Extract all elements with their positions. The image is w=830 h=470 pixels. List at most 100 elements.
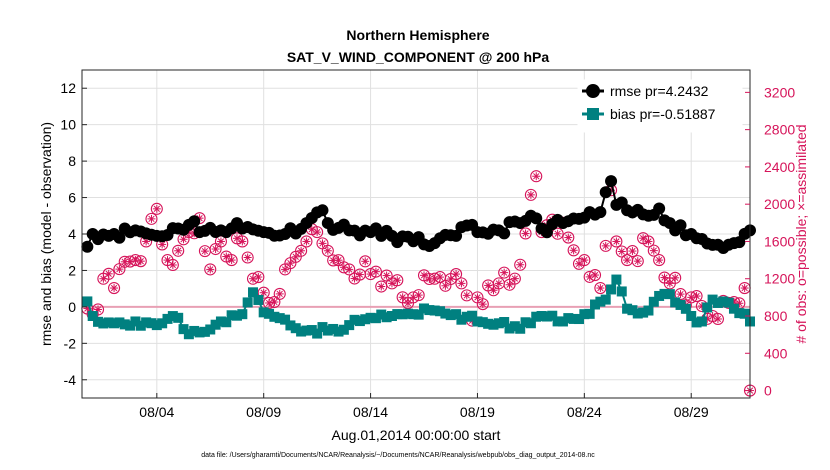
obs-asterisk-stroke: [533, 173, 540, 180]
bias-point: [691, 317, 702, 328]
obs-assimilated-marker: [521, 229, 530, 238]
obs-assimilated-marker: [532, 172, 541, 181]
obs-assimilated-marker: [671, 273, 680, 282]
obs-possible-marker: [690, 290, 703, 303]
obs-asterisk-stroke: [650, 247, 657, 254]
bias-point: [253, 294, 264, 305]
bias-point: [707, 294, 718, 305]
obs-possible-marker: [599, 239, 612, 252]
obs-assimilated-marker: [564, 233, 573, 242]
bias-point: [237, 309, 248, 320]
obs-assimilated-marker: [692, 292, 701, 301]
bias-point: [429, 305, 440, 316]
obs-assimilated-marker: [478, 300, 487, 309]
bias-point: [248, 287, 259, 298]
obs-possible-marker: [450, 268, 463, 281]
bias-point: [141, 317, 152, 328]
obs-possible-marker: [530, 170, 543, 183]
bias-point: [456, 314, 467, 325]
obs-assimilated-marker: [441, 281, 450, 290]
y-right-tick-label: 2000: [764, 196, 795, 212]
obs-asterisk-stroke: [137, 258, 144, 265]
obs-assimilated-marker: [302, 237, 311, 246]
obs-asterisk-stroke: [378, 283, 385, 290]
obs-possible-marker: [311, 226, 324, 239]
chart-subtitle: SAT_V_WIND_COMPONENT @ 200 hPa: [287, 49, 550, 65]
bias-point: [296, 326, 307, 337]
obs-assimilated-marker: [168, 260, 177, 269]
obs-asterisk-stroke: [645, 238, 652, 245]
bias-point: [280, 314, 291, 325]
bias-point: [205, 324, 216, 335]
obs-asterisk-stroke: [527, 191, 535, 199]
bias-point: [739, 308, 750, 319]
bias-point: [440, 308, 451, 319]
bias-point: [269, 311, 280, 322]
obs-assimilated-marker: [254, 273, 263, 282]
obs-asterisk-stroke: [415, 291, 422, 299]
bias-point: [392, 309, 403, 320]
obs-asterisk-stroke: [618, 248, 625, 255]
obs-assimilated-marker: [553, 229, 562, 238]
obs-asterisk-stroke: [394, 277, 401, 284]
obs-assimilated-marker: [713, 314, 722, 323]
obs-asterisk-stroke: [201, 247, 209, 255]
obs-possible-marker: [300, 235, 313, 248]
obs-asterisk-stroke: [629, 247, 636, 255]
bias-point: [616, 286, 627, 297]
obs-possible-marker: [359, 255, 372, 268]
bias-point: [183, 329, 194, 340]
bias-point: [563, 313, 574, 324]
bias-point: [354, 316, 365, 327]
bias-point: [338, 324, 349, 335]
bias-point: [557, 316, 568, 327]
obs-asterisk-stroke: [217, 238, 225, 245]
y-right-axis-ticks: 0 400 800 1200 1600 2000 2400 2800 3200: [745, 84, 795, 399]
bias-point: [424, 305, 435, 316]
obs-assimilated-marker: [227, 256, 236, 265]
bias-point: [87, 311, 98, 321]
bias-point: [242, 297, 253, 308]
bias-point: [167, 311, 178, 322]
obs-asterisk-stroke: [351, 275, 358, 282]
obs-assimilated-marker: [200, 247, 209, 256]
obs-assimilated-marker: [115, 265, 124, 274]
obs-possible-marker: [102, 267, 115, 280]
obs-possible-marker: [711, 312, 724, 326]
obs-possible-marker: [166, 258, 179, 272]
obs-assimilated-marker: [526, 190, 535, 199]
obs-asterisk-stroke: [388, 280, 396, 287]
bias-point: [525, 318, 536, 329]
obs-possible-marker: [626, 245, 639, 258]
obs-possible-marker: [562, 231, 575, 244]
obs-assimilated-marker: [740, 284, 749, 293]
obs-possible-marker: [647, 244, 660, 257]
obs-asterisk-stroke: [613, 238, 620, 245]
y-right-axis-label: # of obs: o=possible; ×=assimilated: [793, 124, 809, 343]
bias-point: [264, 308, 275, 319]
bias-point: [472, 316, 483, 327]
obs-possible-marker: [391, 274, 404, 287]
obs-assimilated-marker: [649, 246, 658, 255]
obs-assimilated-marker: [179, 235, 188, 244]
obs-assimilated-marker: [152, 204, 161, 213]
bias-point: [162, 313, 173, 324]
obs-possible-marker: [145, 212, 158, 225]
bias-point: [541, 311, 552, 322]
obs-possible-marker: [225, 254, 238, 267]
obs-assimilated-marker: [270, 298, 279, 307]
obs-asterisk-stroke: [581, 256, 588, 264]
obs-assimilated-marker: [644, 237, 653, 246]
obs-asterisk-stroke: [346, 266, 353, 273]
obs-asterisk-stroke: [335, 257, 342, 264]
bias-point: [178, 324, 189, 335]
obs-assimilated-marker: [94, 305, 103, 314]
bias-point: [686, 311, 697, 321]
bias-point: [360, 314, 371, 325]
rmse-point: [530, 212, 543, 225]
obs-possible-marker: [150, 202, 163, 215]
legend-box: [577, 79, 743, 133]
bias-point: [702, 302, 713, 313]
bias-point: [274, 313, 285, 324]
obs-possible-marker: [295, 244, 308, 257]
